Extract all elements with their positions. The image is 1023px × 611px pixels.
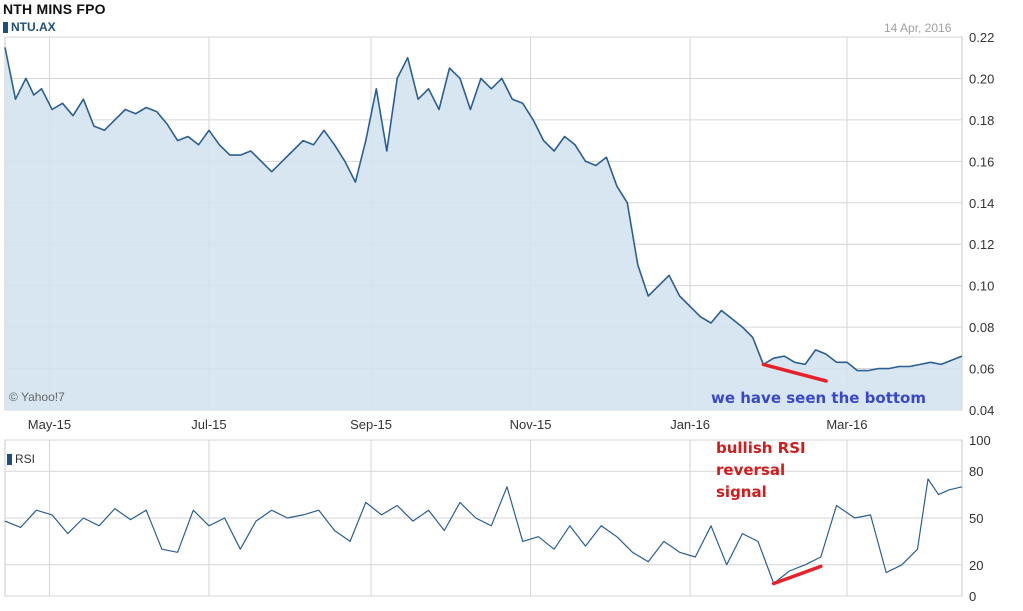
price-y-tick-label: 0.04 [969,403,994,418]
x-tick-label: Jan-16 [670,417,710,432]
x-tick-label: Mar-16 [826,417,867,432]
ticker-label: NTU.AX [11,20,56,34]
rsi-swatch [7,453,12,465]
price-y-tick-label: 0.22 [969,30,994,45]
price-area-fill [5,47,962,411]
rsi-grid [4,439,963,597]
x-tick-label: May-15 [28,417,71,432]
rsi-y-tick-label: 80 [969,464,983,479]
rsi-legend-label: RSI [15,452,36,466]
ticker-legend: NTU.AX [3,20,56,34]
price-y-tick-label: 0.14 [969,196,994,211]
rsi-y-tick-label: 0 [969,589,976,604]
price-y-tick-label: 0.20 [969,71,994,86]
axes: May-15 Jul-15 Sep-15 Nov-15 Jan-16 Mar-16 0.22… [28,30,995,604]
chart-date: 14 Apr, 2016 [884,21,952,35]
price-y-tick-label: 0.10 [969,279,994,294]
price-y-tick-label: 0.06 [969,362,994,377]
yahoo-credit: © Yahoo!7 [9,390,65,404]
rsi-y-tick-label: 50 [969,511,983,526]
rsi-line [4,478,963,585]
x-tick-label: Sep-15 [350,417,392,432]
trendlines [761,362,828,586]
rsi-series [4,478,963,585]
price-trendline [761,362,828,383]
annotation-bottom: we have seen the bottom [711,389,926,407]
annotation-signal-line-1: bullish RSI [716,439,806,457]
price-y-tick-label: 0.08 [969,320,994,335]
chart-title: NTH MINS FPO [3,1,106,17]
price-y-tick-label: 0.12 [969,237,994,252]
rsi-trendline [771,564,823,586]
price-y-tick-label: 0.18 [969,113,994,128]
rsi-y-tick-label: 20 [969,558,983,573]
x-tick-label: Nov-15 [510,417,552,432]
rsi-legend: RSI [7,452,35,466]
annotation-signal: bullish RSI reversal signal [716,437,806,503]
annotation-signal-line-3: signal [716,483,767,501]
price-area [4,47,963,411]
price-line [4,47,963,372]
annotation-signal-line-2: reversal [716,461,786,479]
price-y-tick-label: 0.16 [969,154,994,169]
x-tick-label: Jul-15 [191,417,226,432]
rsi-y-tick-label: 100 [969,433,991,448]
ticker-swatch [3,21,8,33]
